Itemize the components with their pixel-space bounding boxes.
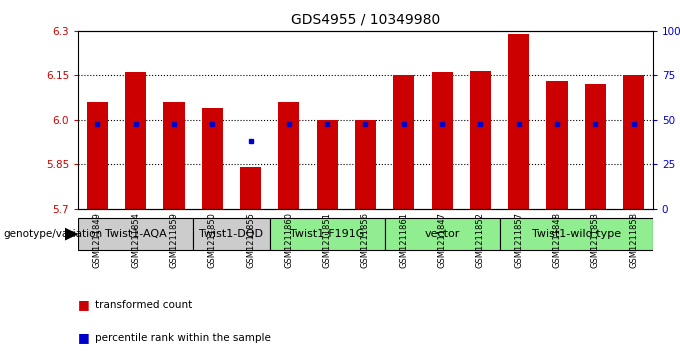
Title: GDS4955 / 10349980: GDS4955 / 10349980 xyxy=(291,13,440,27)
Text: ■: ■ xyxy=(78,298,90,311)
Text: GSM1211851: GSM1211851 xyxy=(323,212,332,268)
Text: GSM1211855: GSM1211855 xyxy=(246,212,255,268)
Bar xyxy=(317,120,338,209)
Bar xyxy=(163,102,184,209)
Bar xyxy=(585,84,606,209)
Bar xyxy=(393,75,414,209)
Text: vector: vector xyxy=(424,229,460,239)
Text: Twist1-wild type: Twist1-wild type xyxy=(532,229,621,239)
Text: GSM1211861: GSM1211861 xyxy=(399,212,408,268)
Text: GSM1211848: GSM1211848 xyxy=(553,212,562,268)
Text: GSM1211858: GSM1211858 xyxy=(629,212,638,268)
FancyBboxPatch shape xyxy=(193,218,270,250)
FancyBboxPatch shape xyxy=(270,218,385,250)
Text: GSM1211856: GSM1211856 xyxy=(361,212,370,268)
Text: GSM1211860: GSM1211860 xyxy=(284,212,293,268)
Bar xyxy=(355,120,376,209)
Bar xyxy=(87,102,108,209)
Text: GSM1211857: GSM1211857 xyxy=(514,212,523,268)
Bar xyxy=(202,108,223,209)
Bar xyxy=(623,75,644,209)
Text: percentile rank within the sample: percentile rank within the sample xyxy=(95,333,271,343)
Bar xyxy=(547,81,568,209)
Text: GSM1211853: GSM1211853 xyxy=(591,212,600,268)
Text: Twist1-DQD: Twist1-DQD xyxy=(199,229,263,239)
Text: Twist1-F191G: Twist1-F191G xyxy=(290,229,364,239)
Polygon shape xyxy=(65,228,77,240)
Text: GSM1211847: GSM1211847 xyxy=(438,212,447,268)
Text: GSM1211859: GSM1211859 xyxy=(169,212,178,268)
Text: GSM1211854: GSM1211854 xyxy=(131,212,140,268)
Bar xyxy=(432,72,453,209)
Bar xyxy=(278,102,299,209)
Bar xyxy=(240,167,261,209)
Text: genotype/variation: genotype/variation xyxy=(3,229,103,239)
Bar xyxy=(508,34,529,209)
FancyBboxPatch shape xyxy=(78,218,193,250)
Text: ■: ■ xyxy=(78,331,90,344)
Text: GSM1211850: GSM1211850 xyxy=(208,212,217,268)
Text: Twist1-AQA: Twist1-AQA xyxy=(105,229,167,239)
Text: transformed count: transformed count xyxy=(95,300,192,310)
Bar xyxy=(470,71,491,209)
Text: GSM1211849: GSM1211849 xyxy=(93,212,102,268)
FancyBboxPatch shape xyxy=(385,218,500,250)
FancyBboxPatch shape xyxy=(500,218,653,250)
Text: GSM1211852: GSM1211852 xyxy=(476,212,485,268)
Bar xyxy=(125,72,146,209)
